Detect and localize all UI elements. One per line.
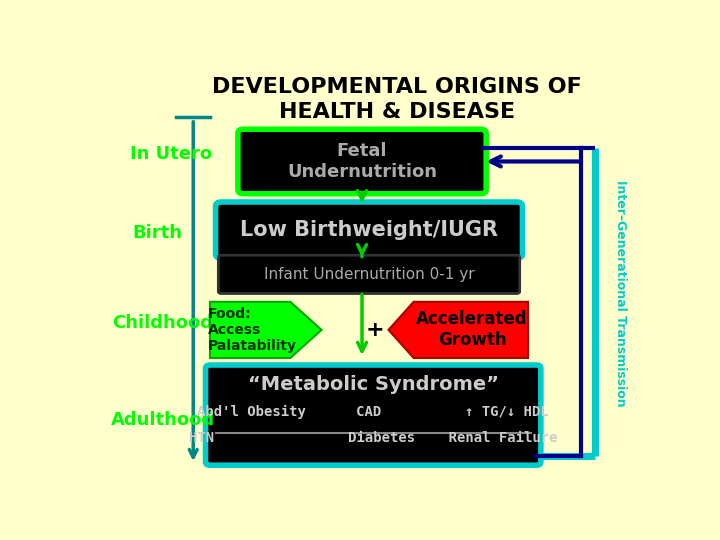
Text: Fetal
Undernutrition: Fetal Undernutrition [287, 142, 437, 181]
Text: Food:
Access
Palatability: Food: Access Palatability [208, 307, 297, 353]
Text: Adulthood: Adulthood [110, 411, 215, 429]
Text: HTN                Diabetes    Renal Failure: HTN Diabetes Renal Failure [189, 431, 557, 445]
FancyBboxPatch shape [218, 255, 520, 294]
Text: DEVELOPMENTAL ORIGINS OF
HEALTH & DISEASE: DEVELOPMENTAL ORIGINS OF HEALTH & DISEAS… [212, 77, 582, 122]
FancyBboxPatch shape [205, 365, 541, 465]
FancyBboxPatch shape [215, 202, 523, 258]
Text: Abd'l Obesity      CAD          ↑ TG/↓ HDL: Abd'l Obesity CAD ↑ TG/↓ HDL [197, 405, 549, 419]
Polygon shape [389, 302, 528, 358]
Text: “Metabolic Syndrome”: “Metabolic Syndrome” [248, 375, 499, 394]
Text: Accelerated
Growth: Accelerated Growth [416, 310, 528, 349]
Polygon shape [210, 302, 322, 358]
Text: Inter–Generational Transmission: Inter–Generational Transmission [613, 180, 626, 407]
FancyBboxPatch shape [238, 129, 486, 194]
Text: In Utero: In Utero [130, 145, 212, 163]
Text: Infant Undernutrition 0-1 yr: Infant Undernutrition 0-1 yr [264, 267, 474, 282]
Text: +: + [365, 320, 384, 340]
Text: Childhood: Childhood [112, 314, 213, 332]
Text: Low Birthweight/IUGR: Low Birthweight/IUGR [240, 220, 498, 240]
Text: Birth: Birth [132, 224, 182, 242]
